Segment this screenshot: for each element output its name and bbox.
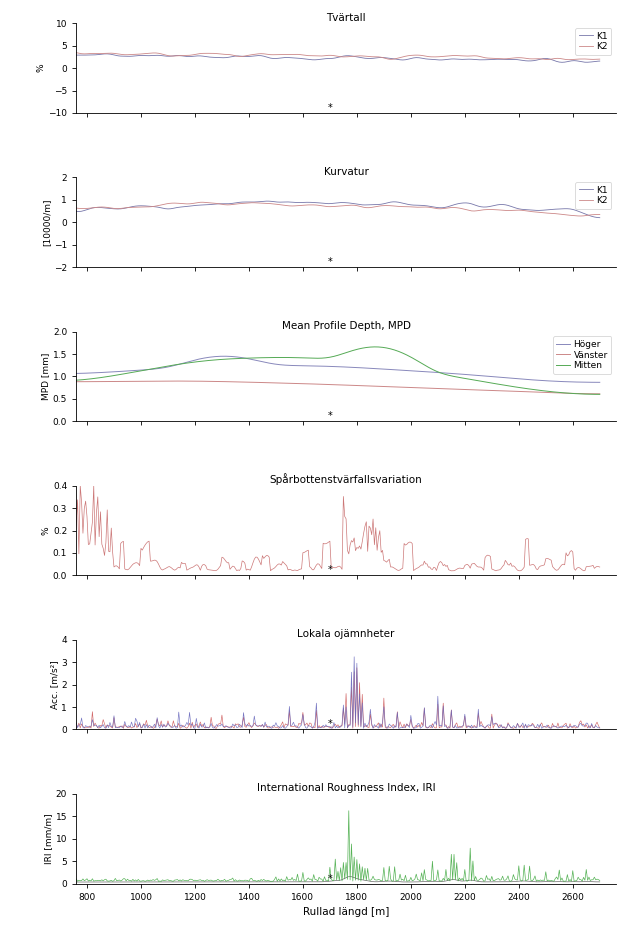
Title: Mean Profile Depth, MPD: Mean Profile Depth, MPD (281, 321, 411, 331)
Text: *: * (328, 719, 332, 729)
Legend: K1, K2: K1, K2 (575, 28, 612, 55)
Y-axis label: Acc. [m/s²]: Acc. [m/s²] (50, 660, 58, 709)
Title: Spårbottenstvärfallsvariation: Spårbottenstvärfallsvariation (270, 473, 422, 485)
Text: *: * (328, 103, 332, 113)
Legend: Höger, Vänster, Mitten: Höger, Vänster, Mitten (553, 336, 612, 374)
Y-axis label: MPD [mm]: MPD [mm] (41, 352, 50, 400)
Text: *: * (328, 566, 332, 575)
Legend: K1, K2: K1, K2 (575, 182, 612, 209)
Y-axis label: %: % (41, 526, 50, 535)
Title: Tvärtall: Tvärtall (326, 12, 366, 22)
Text: *: * (328, 257, 332, 267)
X-axis label: Rullad längd [m]: Rullad längd [m] (303, 907, 389, 917)
Title: Lokala ojämnheter: Lokala ojämnheter (297, 629, 395, 640)
Text: *: * (328, 411, 332, 421)
Text: *: * (328, 873, 332, 884)
Title: International Roughness Index, IRI: International Roughness Index, IRI (257, 784, 436, 793)
Y-axis label: %: % (36, 64, 45, 73)
Y-axis label: IRI [mm/m]: IRI [mm/m] (44, 813, 53, 864)
Title: Kurvatur: Kurvatur (324, 166, 368, 177)
Y-axis label: [10000/m]: [10000/m] (42, 198, 51, 246)
